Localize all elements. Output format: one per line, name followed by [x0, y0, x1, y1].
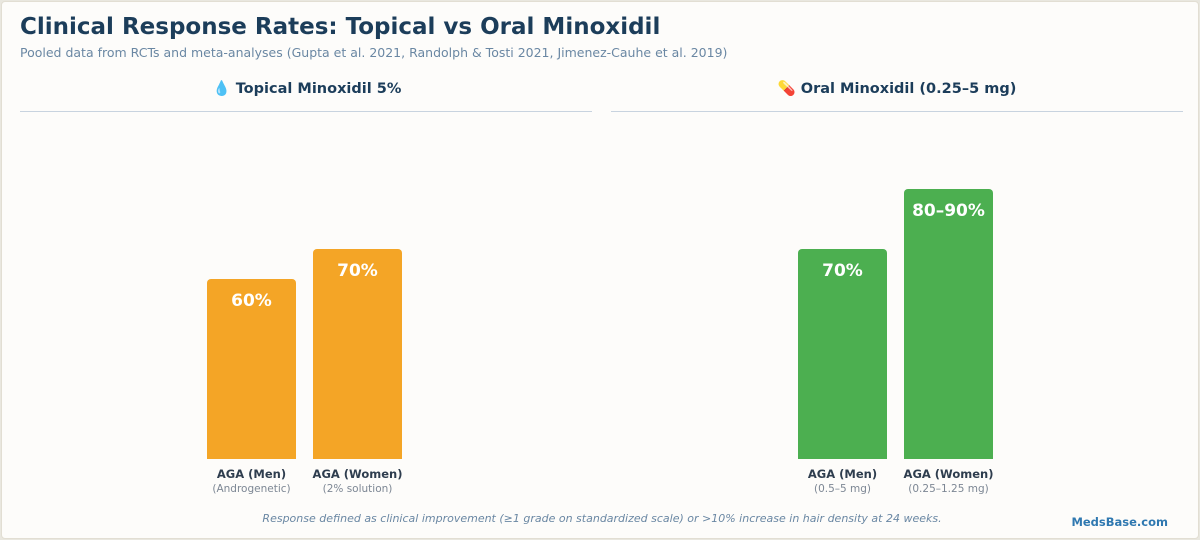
brand-link[interactable]: MedsBase.com: [1071, 515, 1168, 529]
bar-topical-men: [207, 279, 296, 459]
bar-topical-women: [313, 249, 402, 459]
bar-oral-women: [904, 189, 993, 459]
bar-oral-men: [798, 249, 887, 459]
panel-title-oral: 💊 Oral Minoxidil (0.25–5 mg): [777, 81, 1017, 97]
category-label-oral-men: AGA (Men): [807, 467, 878, 481]
bar-value-label-topical-women: 70%: [337, 261, 378, 281]
panel-title-topical: 💧 Topical Minoxidil 5%: [212, 81, 402, 97]
bar-value-label-oral-women: 80–90%: [912, 201, 985, 221]
category-sublabel-oral-men: (0.5–5 mg): [813, 483, 872, 495]
panel-divider-topical: [20, 111, 592, 112]
category-label-topical-men: AGA (Men): [216, 467, 287, 481]
category-sublabel-topical-women: (2% solution): [322, 483, 393, 495]
category-label-oral-women: AGA (Women): [903, 467, 994, 481]
bar-value-label-oral-men: 70%: [822, 261, 863, 281]
panel-divider-oral: [611, 111, 1183, 112]
category-label-topical-women: AGA (Women): [312, 467, 403, 481]
category-sublabel-topical-men: (Androgenetic): [212, 483, 291, 495]
chart-footnote: Response defined as clinical improvement…: [262, 512, 942, 525]
chart-subtitle: Pooled data from RCTs and meta-analyses …: [20, 45, 728, 60]
category-sublabel-oral-women: (0.25–1.25 mg): [908, 483, 989, 495]
bar-value-label-topical-men: 60%: [231, 291, 272, 311]
chart-title: Clinical Response Rates: Topical vs Oral…: [20, 14, 661, 40]
